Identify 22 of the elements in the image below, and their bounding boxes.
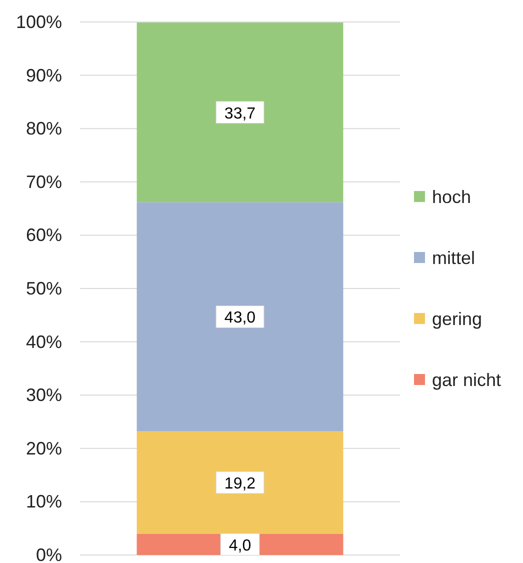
y-tick-label: 50% [26, 278, 62, 298]
y-tick-label: 0% [36, 545, 62, 563]
legend-label: gar nicht [432, 370, 502, 390]
y-tick-label: 10% [26, 492, 62, 512]
data-label: 19,2 [224, 476, 256, 493]
y-tick-label: 60% [26, 225, 62, 246]
bar [136, 202, 344, 432]
legend-label: hoch [432, 187, 472, 207]
legend-label: mittel [432, 248, 476, 268]
data-label: 43,0 [224, 310, 256, 327]
y-tick-label: 40% [26, 332, 62, 352]
legend-label: gering [432, 309, 482, 329]
y-tick-label: 90% [26, 65, 62, 86]
bar [136, 22, 344, 202]
y-tick-label: 20% [26, 438, 62, 458]
y-tick-label: 30% [26, 385, 62, 406]
data-label: 4,0 [228, 537, 252, 554]
data-label: 33,7 [224, 105, 256, 122]
y-tick-label: 80% [26, 118, 62, 139]
bar [136, 431, 344, 534]
y-tick-label: 70% [26, 172, 62, 192]
y-tick-label: 100% [16, 12, 62, 32]
